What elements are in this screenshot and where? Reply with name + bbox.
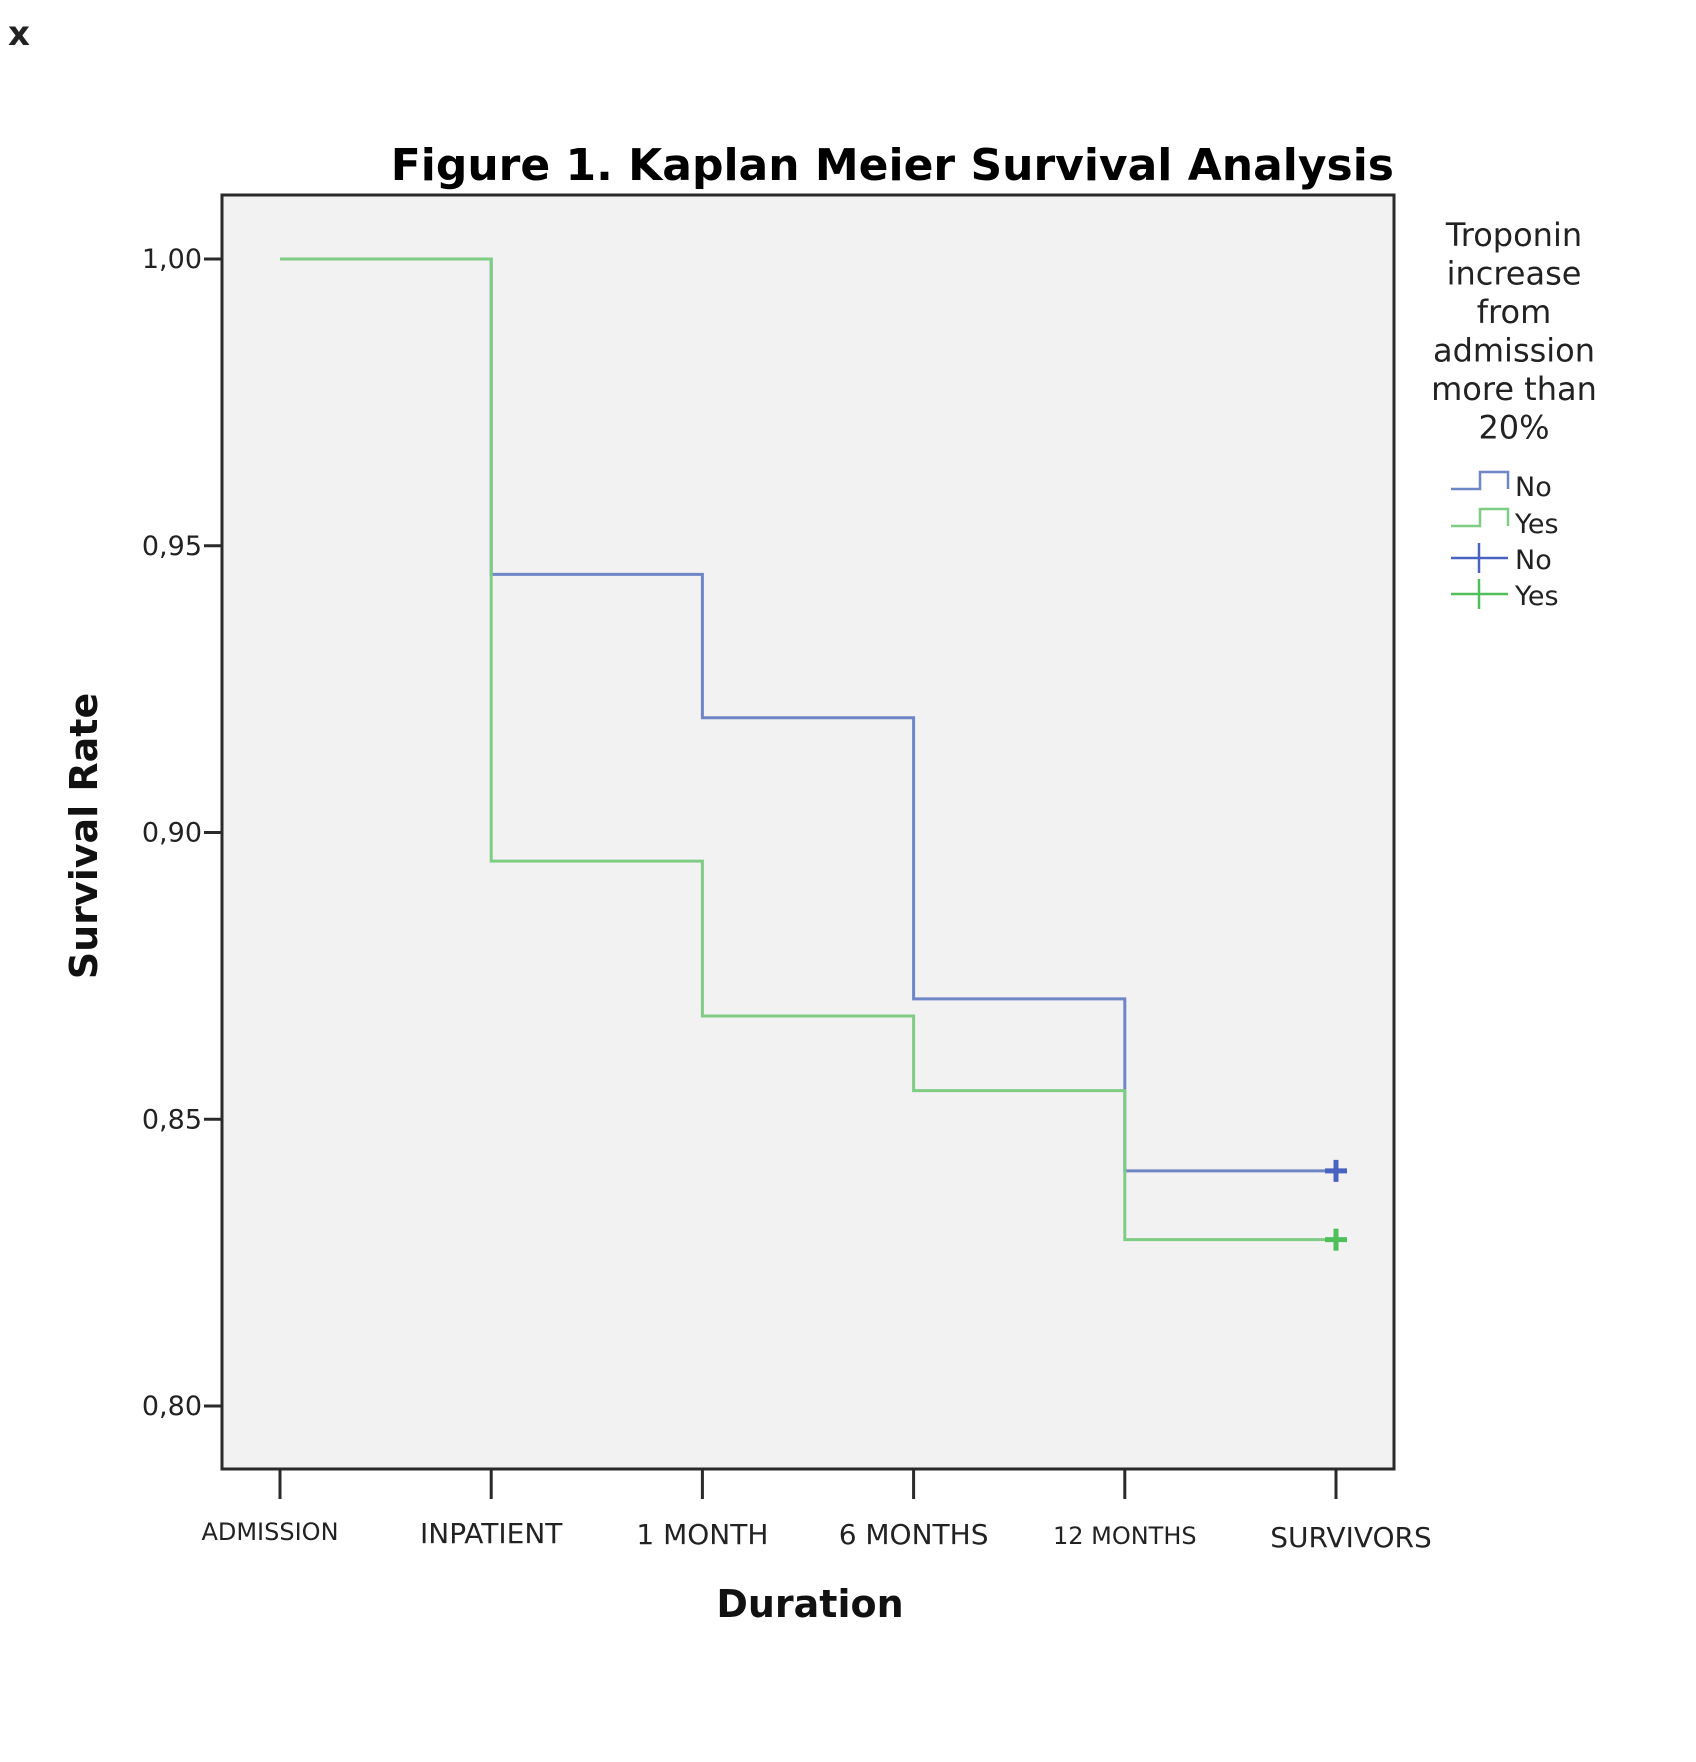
legend-item: Yes [1451, 507, 1559, 540]
legend-item: No [1451, 543, 1552, 576]
legend-step-icon [1451, 507, 1510, 528]
chart-title: Figure 1. Kaplan Meier Survival Analysis [391, 140, 1394, 191]
x-tick-label: ADMISSION [201, 1518, 338, 1546]
legend-title-line: more than [1431, 370, 1597, 408]
y-tick-label: 1,00 [142, 244, 202, 275]
plot-area [220, 193, 1396, 1471]
legend-label: No [1515, 472, 1552, 503]
close-button[interactable]: x [8, 14, 30, 54]
legend-item: No [1451, 470, 1552, 503]
x-tick-label: INPATIENT [420, 1517, 563, 1550]
x-axis-label: Duration [716, 1582, 903, 1626]
x-tick-label: SURVIVORS [1270, 1521, 1432, 1554]
legend-title-line: admission [1433, 332, 1595, 370]
legend-title-line: Troponin [1445, 216, 1582, 254]
y-tick-label: 0,80 [142, 1391, 202, 1422]
series-layer [280, 257, 1347, 1251]
series-line-yes [280, 257, 1336, 1242]
legend-title-line: 20% [1478, 409, 1549, 447]
y-axis: 1,00 0,95 0,90 0,85 0,80 [142, 244, 222, 1422]
x-tick-label: 6 MONTHS [839, 1518, 989, 1551]
legend-title-line: increase [1447, 255, 1582, 293]
y-tick-label: 0,85 [142, 1104, 202, 1135]
legend-title-line: from [1477, 293, 1551, 331]
legend-step-icon [1451, 470, 1510, 491]
legend-label: Yes [1514, 581, 1559, 612]
x-axis: ADMISSION INPATIENT 1 MONTH 6 MONTHS 12 MONT… [201, 1469, 1432, 1554]
x-tick-label: 1 MONTH [636, 1518, 768, 1551]
legend-item: Yes [1451, 579, 1559, 612]
y-axis-label: Survival Rate [62, 693, 106, 979]
censor-mark-no [1325, 1159, 1347, 1182]
y-tick-label: 0,90 [142, 818, 202, 849]
x-tick-label: 12 MONTHS [1053, 1522, 1197, 1550]
y-tick-label: 0,95 [142, 531, 202, 562]
censor-mark-yes [1325, 1228, 1347, 1251]
legend-label: Yes [1514, 509, 1559, 540]
legend-label: No [1515, 545, 1552, 576]
